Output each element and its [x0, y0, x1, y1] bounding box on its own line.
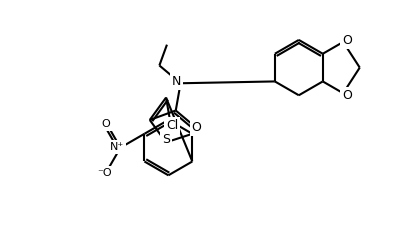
Text: O: O: [192, 121, 202, 134]
Text: O: O: [101, 119, 110, 129]
Text: N: N: [172, 75, 181, 88]
Text: N⁺: N⁺: [109, 142, 124, 152]
Text: Cl: Cl: [166, 119, 178, 132]
Text: O: O: [342, 34, 352, 47]
Text: ⁻O: ⁻O: [98, 168, 112, 178]
Text: O: O: [342, 89, 352, 102]
Text: S: S: [162, 133, 170, 146]
